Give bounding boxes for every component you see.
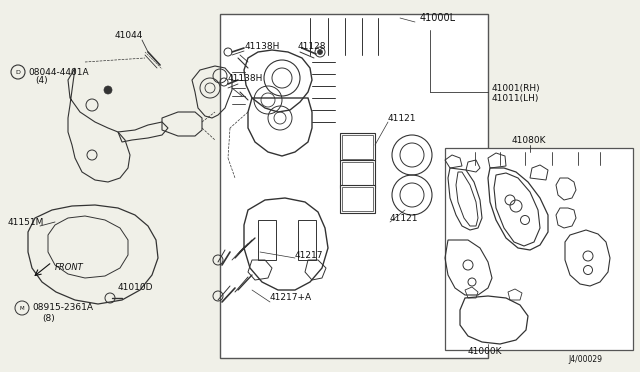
Text: 41128: 41128 bbox=[298, 42, 326, 51]
Text: 41121: 41121 bbox=[388, 113, 417, 122]
Text: 41000K: 41000K bbox=[468, 347, 502, 356]
Bar bbox=[342, 187, 373, 211]
Text: 41010D: 41010D bbox=[118, 283, 154, 292]
Text: 41080K: 41080K bbox=[512, 135, 547, 144]
Bar bbox=[340, 185, 375, 213]
Text: 08915-2361A: 08915-2361A bbox=[32, 304, 93, 312]
Text: 41217: 41217 bbox=[295, 250, 323, 260]
Bar bbox=[258, 220, 276, 260]
Text: M: M bbox=[20, 305, 24, 311]
Text: 41138H: 41138H bbox=[228, 74, 264, 83]
Bar bbox=[445, 148, 633, 350]
Bar bbox=[298, 220, 316, 260]
Bar bbox=[342, 162, 373, 186]
Text: FRONT: FRONT bbox=[55, 263, 84, 273]
Text: 41151M: 41151M bbox=[8, 218, 44, 227]
Bar bbox=[220, 14, 488, 358]
Circle shape bbox=[317, 49, 323, 55]
Text: (8): (8) bbox=[42, 314, 55, 323]
Text: 41000L: 41000L bbox=[420, 13, 456, 23]
Circle shape bbox=[104, 86, 112, 94]
Text: (4): (4) bbox=[35, 76, 47, 84]
Text: D: D bbox=[15, 70, 20, 74]
Text: 41001(RH): 41001(RH) bbox=[492, 83, 541, 93]
Text: 41011(LH): 41011(LH) bbox=[492, 93, 540, 103]
Bar bbox=[340, 160, 375, 188]
Text: 41044: 41044 bbox=[115, 31, 143, 39]
Text: J4/00029: J4/00029 bbox=[568, 356, 602, 365]
Text: 41138H: 41138H bbox=[245, 42, 280, 51]
Text: 41217+A: 41217+A bbox=[270, 294, 312, 302]
Text: 41121: 41121 bbox=[390, 214, 419, 222]
Bar bbox=[340, 133, 375, 161]
Text: 08044-4401A: 08044-4401A bbox=[28, 67, 88, 77]
Bar bbox=[342, 135, 373, 159]
